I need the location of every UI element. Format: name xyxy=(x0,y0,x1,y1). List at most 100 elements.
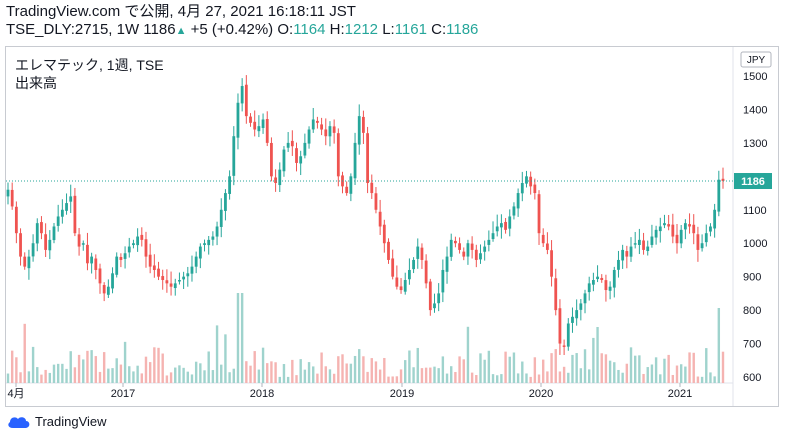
volume-bar xyxy=(546,371,549,383)
currency-box xyxy=(740,51,772,68)
volume-bar xyxy=(374,361,378,383)
volume-bar xyxy=(479,353,482,383)
candle-body xyxy=(211,236,215,240)
candle-body xyxy=(119,256,123,260)
volume-bar xyxy=(504,351,507,383)
volume-bar xyxy=(186,371,189,383)
x-tick-label: 2018 xyxy=(250,388,274,400)
candle-body xyxy=(60,209,64,217)
volume-bar xyxy=(512,352,516,383)
tradingview-footer[interactable]: TradingView xyxy=(7,414,107,429)
candle-body xyxy=(320,124,323,130)
volume-bar xyxy=(679,364,683,383)
low-label: L: xyxy=(382,21,395,38)
volume-bar xyxy=(671,374,675,383)
volume-bar xyxy=(646,367,649,383)
candle-body xyxy=(144,239,148,257)
volume-bar xyxy=(178,365,181,383)
candle-body xyxy=(278,169,282,186)
last-price: 1186 xyxy=(143,21,176,38)
volume-bar xyxy=(533,357,537,383)
volume-bar xyxy=(562,366,566,383)
volume-bar xyxy=(249,365,252,383)
volume-bar xyxy=(157,347,160,383)
volume-bar xyxy=(550,353,553,383)
candle-body xyxy=(721,178,725,182)
volume-bar xyxy=(575,353,578,383)
candle-body xyxy=(520,183,524,194)
volume-bar xyxy=(307,362,311,383)
volume-bar xyxy=(587,369,591,383)
volume-bar xyxy=(316,373,319,383)
candle-body xyxy=(207,239,211,246)
volume-bar xyxy=(650,364,654,383)
candle-body xyxy=(52,226,56,241)
candle-body xyxy=(69,196,73,202)
volume-bar xyxy=(107,368,110,383)
candle-body xyxy=(77,234,81,247)
volume-bar xyxy=(48,372,52,383)
candle-body xyxy=(424,260,428,284)
candle-body xyxy=(14,206,18,234)
candle-body xyxy=(717,179,721,212)
volume-bar xyxy=(207,351,210,383)
volume-bar xyxy=(496,375,499,383)
volume-bar xyxy=(483,359,486,383)
volume-bar xyxy=(270,361,273,383)
volume-bar xyxy=(136,365,139,383)
candle-body xyxy=(249,116,252,123)
candle-body xyxy=(353,142,357,179)
volume-bar xyxy=(15,357,18,383)
candle-body xyxy=(303,142,307,156)
volume-bar xyxy=(441,356,445,383)
volume-bar xyxy=(299,359,302,383)
candle-body xyxy=(148,254,152,267)
volume-bar xyxy=(94,356,98,383)
x-tick-label: 2020 xyxy=(529,388,553,400)
volume-bar xyxy=(633,355,637,383)
volume-bar xyxy=(236,293,240,383)
open-label: O: xyxy=(277,21,294,38)
x-tick-label: 2017 xyxy=(111,388,135,400)
volume-bar xyxy=(132,371,135,383)
price-change: +5 (+0.42%) xyxy=(190,21,274,38)
candle-body xyxy=(696,234,700,250)
candle-body xyxy=(349,176,353,194)
tradingview-logo-icon xyxy=(8,416,30,428)
candle-body xyxy=(512,206,516,216)
candle-body xyxy=(35,223,39,244)
volume-bar xyxy=(257,369,261,383)
y-tick-label: 1500 xyxy=(743,71,767,83)
candle-body xyxy=(537,194,541,234)
volume-bar xyxy=(220,364,223,383)
candle-body xyxy=(479,253,482,260)
volume-bar xyxy=(366,371,369,383)
candle-body xyxy=(299,156,303,164)
volume-bar xyxy=(521,361,524,383)
candle-body xyxy=(19,233,22,257)
y-tick-label: 1100 xyxy=(743,205,767,217)
candle-body xyxy=(487,239,491,245)
candle-body xyxy=(228,176,232,194)
candle-body xyxy=(495,226,499,232)
y-tick-label: 1300 xyxy=(743,138,767,150)
volume-bar xyxy=(199,363,202,383)
volume-bar xyxy=(542,359,545,383)
candle-body xyxy=(558,308,562,344)
candle-body xyxy=(198,246,202,259)
candle-body xyxy=(261,119,265,128)
last-price-marker xyxy=(734,173,772,190)
volume-bar xyxy=(90,350,93,383)
candle-body xyxy=(529,176,533,187)
candle-body xyxy=(10,189,14,207)
candle-body xyxy=(671,224,675,237)
volume-bar xyxy=(161,353,164,383)
candle-body xyxy=(637,239,641,245)
candle-body xyxy=(257,126,261,132)
volume-bar xyxy=(194,361,198,383)
symbol-name: TSE_DLY:2715, 1W xyxy=(6,21,140,38)
candle-body xyxy=(295,148,298,163)
candle-body xyxy=(650,236,654,245)
y-tick-label: 1000 xyxy=(743,238,767,250)
